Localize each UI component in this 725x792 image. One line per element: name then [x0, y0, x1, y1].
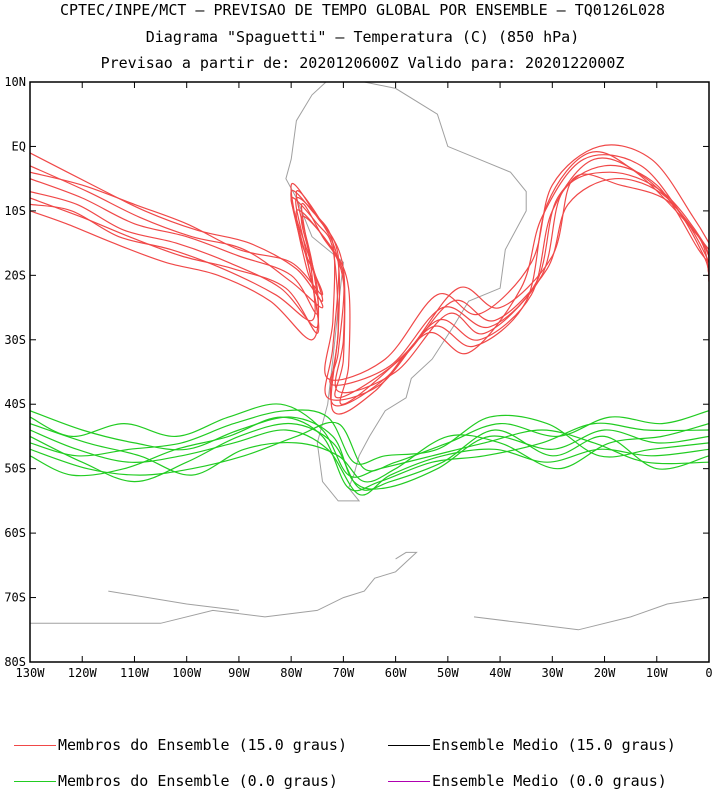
series-1-member-4: [30, 422, 709, 491]
chart-title-line-1: CPTEC/INPE/MCT – PREVISAO DE TEMPO GLOBA…: [59, 1, 666, 19]
y-tick-label-3: 20S: [4, 268, 26, 282]
x-tick-label-6: 70W: [333, 666, 355, 680]
x-tick-label-3: 100W: [172, 666, 202, 680]
series-1-member-7: [30, 416, 709, 492]
chart-title-line-3: Previsao a partir de: 2020120600Z Valido…: [100, 54, 625, 72]
legend-item-members-15: Membros do Ensemble (15.0 graus): [14, 736, 347, 754]
chart-title-line-2: Diagrama "Spaguetti" – Temperatura (C) (…: [145, 28, 580, 46]
series-0-member-4: [30, 152, 709, 415]
legend-item-members-0: Membros do Ensemble (0.0 graus): [14, 772, 338, 790]
x-tick-label-12: 10W: [646, 666, 668, 680]
series-0-member-1: [30, 164, 709, 394]
legend-label-members-15: Membros do Ensemble (15.0 graus): [58, 736, 347, 754]
y-tick-label-5: 40S: [4, 397, 26, 411]
series-1-member-3: [30, 403, 709, 478]
legend-swatch-members-15: [14, 744, 56, 746]
coastline-0: [285, 82, 527, 502]
legend-label-mean-0: Ensemble Medio (0.0 graus): [432, 772, 667, 790]
coastline-1: [30, 551, 418, 624]
y-tick-label-6: 50S: [4, 462, 26, 476]
x-tick-label-13: 0: [705, 666, 712, 680]
x-tick-label-5: 80W: [280, 666, 302, 680]
series-1-member-5: [30, 409, 709, 465]
legend-label-mean-15: Ensemble Medio (15.0 graus): [432, 736, 676, 754]
series-1-member-2: [30, 410, 709, 476]
x-tick-label-11: 20W: [594, 666, 616, 680]
y-tick-label-4: 30S: [4, 333, 26, 347]
x-tick-label-10: 30W: [541, 666, 563, 680]
x-tick-label-4: 90W: [228, 666, 250, 680]
x-tick-label-9: 40W: [489, 666, 511, 680]
series-0-member-6: [30, 144, 709, 381]
series-1-member-6: [30, 423, 709, 483]
coastline-2: [473, 597, 709, 631]
series-0-member-2: [30, 151, 709, 401]
coastline-3: [108, 590, 239, 611]
series-0-member-7: [30, 173, 709, 405]
x-tick-label-1: 120W: [68, 666, 98, 680]
series-0-member-5: [30, 178, 709, 399]
x-tick-label-7: 60W: [385, 666, 407, 680]
y-tick-label-8: 70S: [4, 591, 26, 605]
x-tick-label-2: 110W: [120, 666, 150, 680]
series-0-member-3: [30, 171, 709, 386]
y-tick-label-1: EQ: [12, 139, 26, 153]
plot-frame: [29, 81, 710, 663]
legend-label-members-0: Membros do Ensemble (0.0 graus): [58, 772, 338, 790]
y-tick-label-7: 60S: [4, 526, 26, 540]
legend-swatch-members-0: [14, 780, 56, 782]
legend-item-mean-15: Ensemble Medio (15.0 graus): [388, 736, 676, 754]
legend-item-mean-0: Ensemble Medio (0.0 graus): [388, 772, 667, 790]
y-tick-label-9: 80S: [4, 655, 26, 669]
x-tick-label-8: 50W: [437, 666, 459, 680]
x-tick-label-0: 130W: [16, 666, 46, 680]
y-tick-label-0: 10N: [4, 75, 26, 89]
legend-swatch-mean-15: [388, 744, 430, 746]
legend-swatch-mean-0: [388, 780, 430, 782]
y-tick-label-2: 10S: [4, 204, 26, 218]
